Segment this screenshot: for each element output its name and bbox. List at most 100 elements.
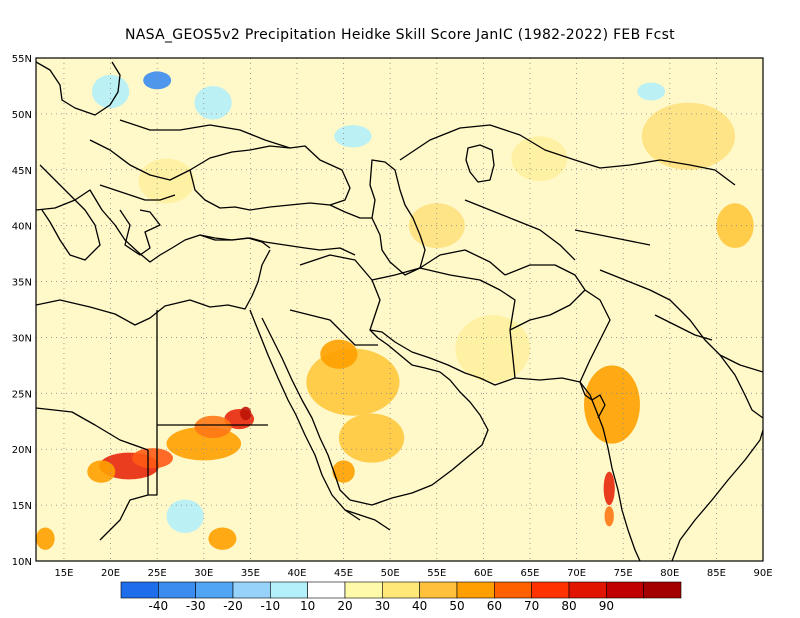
longitude-tick-label: 65E — [520, 568, 539, 579]
colorbar-label: 40 — [412, 599, 427, 613]
niger-border — [36, 407, 149, 451]
latitude-tick-label: 55N — [12, 54, 32, 65]
colorbar-swatch — [382, 581, 420, 599]
latitude-tick-label: 45N — [12, 166, 32, 177]
longitude-axis: 15E 20E 25E 30E 35E 40E 45E 50E 55E 60E 65E 70E 75E 8… — [54, 568, 772, 579]
longitude-tick-label: 20E — [101, 568, 120, 579]
longitude-tick-label: 35E — [241, 568, 260, 579]
skill-patch-1 — [132, 448, 174, 469]
latitude-axis: 10N 15N 20N 25N 30N 35N 40N 45N 50N 55N — [12, 54, 32, 568]
makran-coast — [514, 377, 581, 383]
latitude-tick-label: 20N — [12, 445, 32, 456]
latitude-tick-label: 15N — [12, 501, 32, 512]
horn-africa-coast — [344, 509, 391, 531]
china-border — [599, 269, 763, 373]
colorbar-swatch — [568, 581, 607, 599]
colorbar-label: 60 — [487, 599, 502, 613]
longitude-tick-label: 55E — [427, 568, 446, 579]
colorbar-label: 20 — [337, 599, 352, 613]
latitude-tick-label: 25N — [12, 389, 32, 400]
skill-patch-27 — [637, 82, 666, 101]
skill-patch-21 — [208, 527, 237, 550]
colorbar-swatch — [456, 581, 495, 599]
longitude-tick-label: 70E — [567, 568, 586, 579]
italy-coast — [39, 164, 101, 261]
skill-patch-4 — [240, 406, 252, 421]
colorbar-swatch — [270, 581, 308, 599]
latitude-tick-label: 50N — [12, 110, 32, 121]
nepal-border — [654, 314, 713, 341]
skill-patch-19 — [455, 315, 530, 383]
skill-patch-13 — [604, 506, 614, 527]
colorbar-swatch — [419, 581, 458, 599]
turkmenistan-border — [419, 249, 506, 276]
caucasus-border — [329, 204, 372, 219]
red-sea-east-coast — [261, 317, 351, 501]
balkan-border — [99, 184, 176, 201]
colorbar-swatch — [307, 581, 346, 599]
skill-patch-8 — [320, 339, 358, 369]
east-europe-border — [89, 139, 191, 181]
colorbar-swatch — [120, 581, 159, 599]
skill-patch-5 — [194, 415, 232, 439]
colorbar-label: 90 — [599, 599, 614, 613]
india-west-coast — [579, 381, 641, 561]
aral-sea-coast — [465, 144, 495, 183]
colorbar-swatch — [232, 581, 271, 599]
uzbekistan-border — [464, 199, 576, 261]
skill-patch-16 — [641, 102, 736, 170]
skill-patch-14 — [716, 203, 754, 249]
skill-patch-17 — [36, 527, 55, 550]
colorbar-swatch — [158, 581, 196, 599]
longitude-tick-label: 45E — [334, 568, 353, 579]
saudi-border — [289, 309, 378, 346]
skill-patch-9 — [338, 413, 405, 463]
longitude-tick-label: 25E — [148, 568, 167, 579]
skill-score-field — [36, 71, 754, 550]
gujarat-coast — [579, 381, 606, 419]
libya-egypt-border — [148, 310, 158, 496]
skill-patch-25 — [166, 499, 204, 534]
bangladesh-border — [719, 354, 763, 419]
colorbar-swatch — [606, 581, 644, 599]
colorbar-swatch — [643, 581, 682, 599]
red-sea-west-coast — [249, 309, 361, 521]
iraq-border — [299, 254, 381, 331]
ukraine-border — [119, 119, 291, 149]
india-east-coast — [671, 429, 763, 561]
map-frame — [35, 57, 764, 562]
colorbar-label: -30 — [186, 599, 206, 613]
longitude-tick-label: 90E — [753, 568, 772, 579]
skill-patch-18 — [138, 158, 195, 204]
skill-patch-15 — [511, 136, 568, 181]
skill-patch-26 — [334, 125, 372, 148]
persian-gulf-coast — [369, 329, 516, 386]
pakistan-border — [579, 289, 611, 383]
skill-patch-24 — [194, 85, 232, 120]
colorbar-label: -40 — [149, 599, 169, 613]
longitude-tick-label: 60E — [474, 568, 493, 579]
graticule — [36, 58, 763, 561]
colorbar-swatch — [494, 581, 532, 599]
longitude-tick-label: 50E — [381, 568, 400, 579]
black-sea-coast — [189, 145, 351, 211]
colorbar-swatch — [344, 581, 383, 599]
colorbar-label: 10 — [300, 599, 315, 613]
iran-border — [371, 267, 516, 379]
latitude-tick-label: 40N — [12, 222, 32, 233]
colorbar-swatch — [531, 581, 570, 599]
longitude-tick-label: 40E — [287, 568, 306, 579]
chad-border — [99, 450, 149, 541]
skill-patch-10 — [332, 460, 355, 483]
map-title: NASA_GEOS5v2 Precipitation Heidke Skill … — [125, 27, 675, 43]
latitude-tick-label: 35N — [12, 278, 32, 289]
latitude-tick-label: 10N — [12, 557, 32, 568]
longitude-tick-label: 75E — [614, 568, 633, 579]
longitude-tick-label: 85E — [707, 568, 726, 579]
turkey-border — [199, 234, 356, 256]
baltic-coast — [36, 61, 121, 116]
greece-coast — [119, 209, 161, 256]
arabia-south-coast — [349, 371, 489, 506]
latitude-tick-label: 30N — [12, 333, 32, 344]
